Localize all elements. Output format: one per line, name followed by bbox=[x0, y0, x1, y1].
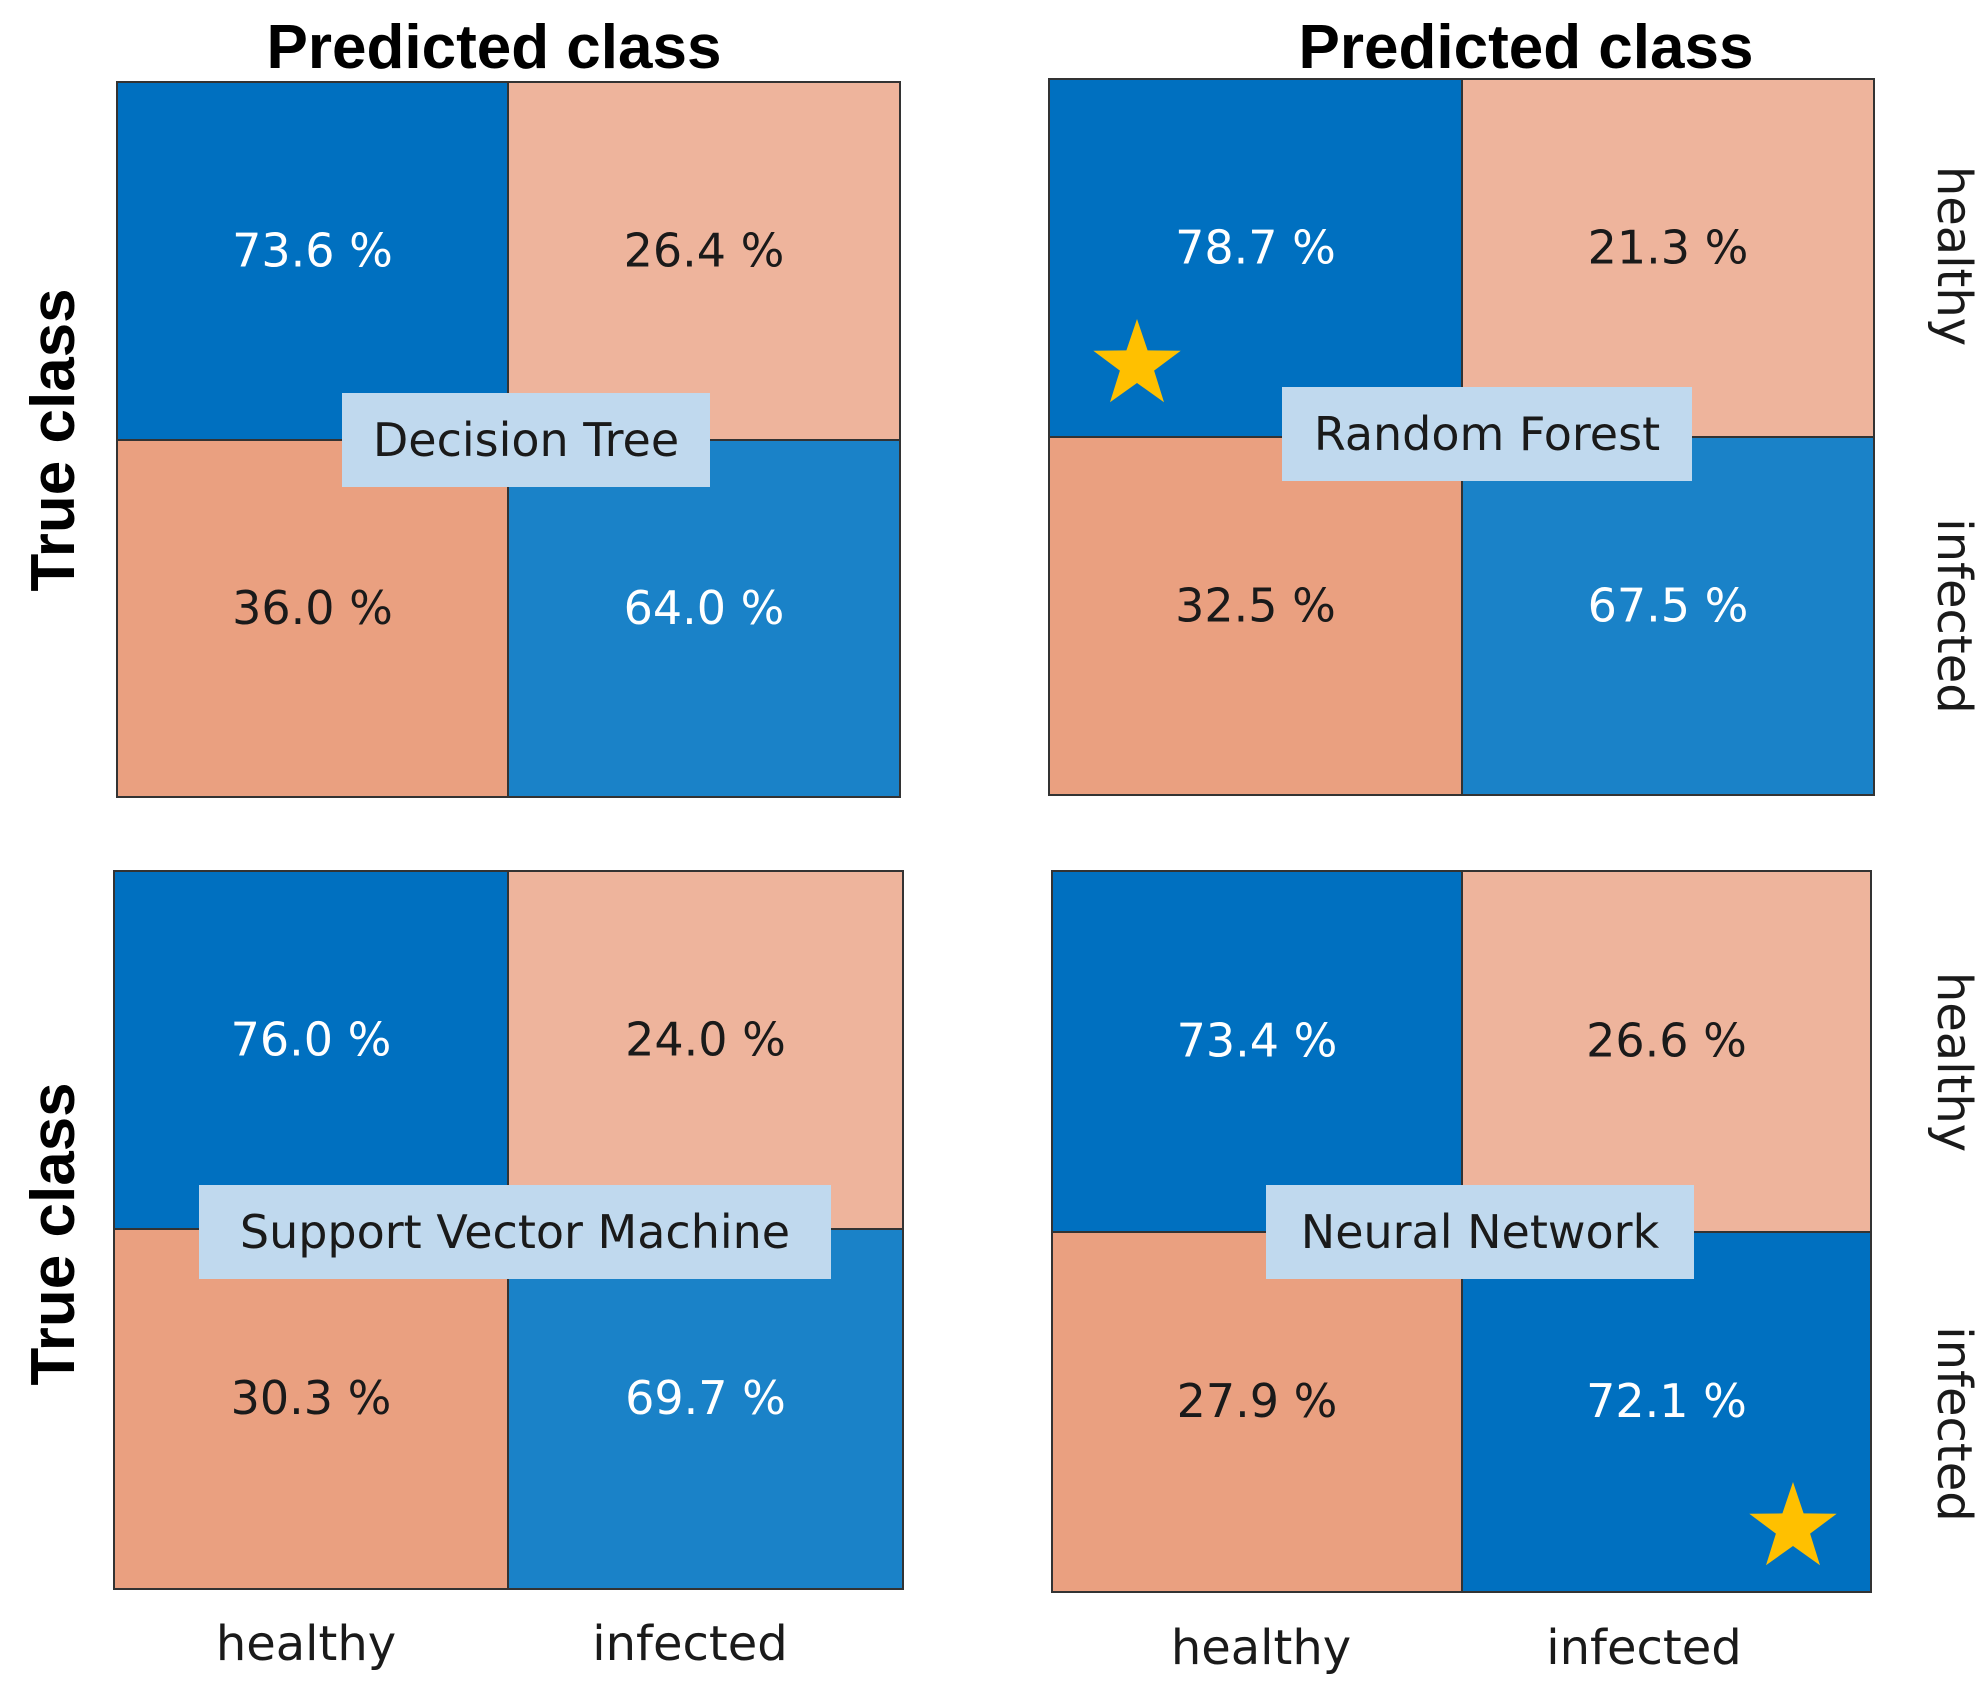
row-label-healthy-bottom: healthy bbox=[1926, 972, 1982, 1152]
neural-network-value-healthy-infected: 26.6 % bbox=[1586, 1014, 1747, 1068]
neural-network-cell-infected-healthy bbox=[1051, 1231, 1463, 1593]
support-vector-machine-cell-infected-infected bbox=[507, 1228, 904, 1590]
decision-tree-value-infected-healthy: 36.0 % bbox=[232, 581, 393, 635]
random-forest-cell-healthy-infected bbox=[1461, 78, 1875, 438]
predicted-class-title-left: Predicted class bbox=[267, 13, 722, 82]
support-vector-machine-value-infected-infected: 69.7 % bbox=[625, 1371, 786, 1425]
support-vector-machine-label: Support Vector Machine bbox=[240, 1205, 790, 1259]
row-label-infected-top: infected bbox=[1926, 518, 1982, 713]
decision-tree-label: Decision Tree bbox=[373, 413, 679, 467]
neural-network-label: Neural Network bbox=[1301, 1205, 1660, 1259]
col-label-infected-right: infected bbox=[1546, 1620, 1741, 1676]
neural-network-value-infected-healthy: 27.9 % bbox=[1177, 1374, 1338, 1428]
decision-tree-value-healthy-infected: 26.4 % bbox=[624, 223, 785, 277]
true-class-title-bottom: True class bbox=[19, 1082, 88, 1385]
decision-tree-value-healthy-healthy: 73.6 % bbox=[232, 223, 393, 277]
panel-neural-network: 73.4 % 26.6 % 27.9 % 72.1 % Neural Network bbox=[1051, 870, 1872, 1593]
neural-network-best-star-icon bbox=[1749, 1482, 1837, 1566]
neural-network-cell-healthy-healthy bbox=[1051, 870, 1463, 1233]
support-vector-machine-cell-infected-healthy bbox=[113, 1228, 509, 1590]
support-vector-machine-cell-healthy-infected bbox=[507, 870, 904, 1230]
neural-network-cell-healthy-infected bbox=[1461, 870, 1872, 1233]
random-forest-value-infected-healthy: 32.5 % bbox=[1175, 578, 1336, 632]
neural-network-value-infected-infected: 72.1 % bbox=[1586, 1374, 1747, 1428]
random-forest-label-box bbox=[1282, 387, 1692, 481]
support-vector-machine-value-healthy-infected: 24.0 % bbox=[625, 1012, 786, 1066]
neural-network-label-box bbox=[1266, 1185, 1694, 1279]
panel-support-vector-machine: 76.0 % 24.0 % 30.3 % 69.7 % Support Vector M… bbox=[113, 870, 904, 1590]
decision-tree-cell-infected-healthy bbox=[116, 439, 509, 798]
row-label-healthy-top: healthy bbox=[1926, 166, 1982, 346]
random-forest-label: Random Forest bbox=[1314, 407, 1660, 461]
support-vector-machine-cell-healthy-healthy bbox=[113, 870, 509, 1230]
panel-random-forest: 78.7 % 21.3 % 32.5 % 67.5 % Random Forest bbox=[1048, 78, 1875, 796]
row-label-infected-bottom: infected bbox=[1926, 1326, 1982, 1521]
decision-tree-label-box bbox=[342, 393, 710, 487]
true-class-title-top: True class bbox=[19, 288, 88, 591]
col-label-healthy-left: healthy bbox=[216, 1616, 396, 1672]
predicted-class-title-right: Predicted class bbox=[1299, 13, 1754, 82]
support-vector-machine-value-healthy-healthy: 76.0 % bbox=[231, 1012, 392, 1066]
col-label-healthy-right: healthy bbox=[1171, 1620, 1351, 1676]
random-forest-value-healthy-infected: 21.3 % bbox=[1588, 220, 1749, 274]
random-forest-value-healthy-healthy: 78.7 % bbox=[1175, 220, 1336, 274]
support-vector-machine-label-box bbox=[199, 1185, 831, 1279]
col-label-infected-left: infected bbox=[592, 1616, 787, 1672]
random-forest-cell-infected-healthy bbox=[1048, 436, 1463, 796]
decision-tree-value-infected-infected: 64.0 % bbox=[624, 581, 785, 635]
decision-tree-cell-healthy-infected bbox=[507, 81, 901, 441]
decision-tree-cell-healthy-healthy bbox=[116, 81, 509, 441]
neural-network-value-healthy-healthy: 73.4 % bbox=[1177, 1014, 1338, 1068]
random-forest-value-infected-infected: 67.5 % bbox=[1588, 578, 1749, 632]
decision-tree-cell-infected-infected bbox=[507, 439, 901, 798]
random-forest-cell-infected-infected bbox=[1461, 436, 1875, 796]
support-vector-machine-value-infected-healthy: 30.3 % bbox=[231, 1371, 392, 1425]
random-forest-best-star-icon bbox=[1093, 319, 1181, 403]
panel-decision-tree: 73.6 % 26.4 % 36.0 % 64.0 % Decision Tree bbox=[116, 81, 901, 798]
